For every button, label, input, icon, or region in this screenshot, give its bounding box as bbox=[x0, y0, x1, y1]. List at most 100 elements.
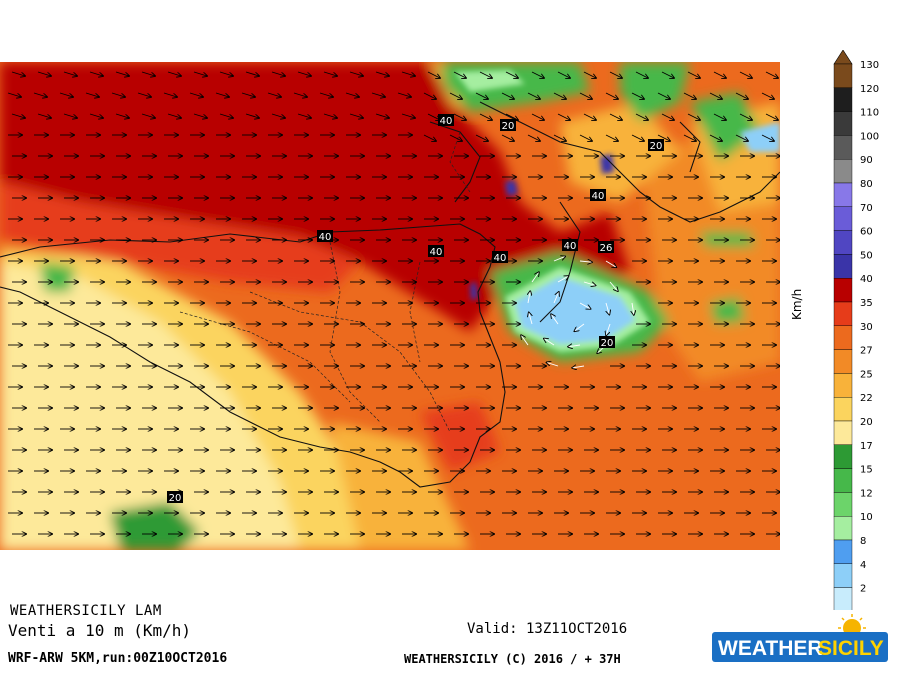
wind-vector-arrow bbox=[85, 92, 99, 97]
wind-vector-arrow bbox=[553, 134, 566, 141]
wind-vector-arrow bbox=[111, 92, 125, 97]
wind-vector-arrow bbox=[631, 134, 644, 141]
wind-vector-arrow bbox=[475, 92, 488, 99]
colorbar-units: Km/h bbox=[790, 288, 804, 320]
wind-vector-arrow bbox=[551, 314, 559, 325]
wind-vector-arrow bbox=[557, 113, 570, 120]
wind-vector-arrow bbox=[683, 134, 696, 141]
colorbar-swatch bbox=[833, 516, 853, 541]
logo-banner bbox=[712, 632, 888, 662]
wind-vector-arrow bbox=[59, 92, 73, 97]
wind-vector-arrow bbox=[661, 113, 674, 120]
wind-vector-arrow bbox=[553, 92, 566, 99]
wind-vector-arrow bbox=[297, 71, 311, 76]
wind-vector-arrow bbox=[11, 113, 25, 118]
wind-vector-arrow bbox=[423, 134, 436, 141]
wind-vector-arrow bbox=[401, 71, 415, 76]
wind-vector-arrow bbox=[401, 113, 415, 118]
colorbar-swatch bbox=[833, 254, 853, 279]
wind-vector-arrow bbox=[761, 92, 774, 99]
wind-vector-arrow bbox=[657, 92, 670, 99]
colorbar-swatch bbox=[833, 420, 853, 445]
wind-vector-arrow bbox=[11, 71, 25, 76]
wind-vector-arrow bbox=[505, 71, 518, 78]
wind-vector-arrow bbox=[323, 113, 337, 118]
contour-label-text: 40 bbox=[592, 191, 605, 202]
wind-vector-arrow bbox=[479, 71, 492, 78]
wind-vector-arrow bbox=[189, 92, 203, 97]
wind-vector-arrow bbox=[423, 92, 436, 99]
wind-vector-arrow bbox=[215, 92, 229, 97]
wind-vector-arrow bbox=[137, 92, 151, 97]
wind-vector-arrow bbox=[475, 134, 488, 141]
wind-vector-arrow bbox=[167, 113, 181, 118]
colorbar-tick-label: 30 bbox=[860, 322, 873, 333]
wind-vector-arrow bbox=[527, 92, 540, 99]
wind-vector-arrow bbox=[583, 113, 596, 120]
wind-vector-arrow bbox=[609, 281, 618, 291]
colorbar-tick-label: 17 bbox=[860, 441, 873, 452]
contour-label: 20 bbox=[167, 491, 183, 504]
colorbar-swatch bbox=[833, 230, 853, 255]
contour-label: 40 bbox=[428, 245, 444, 258]
wind-vector-arrow bbox=[271, 71, 285, 76]
wind-vector-arrow bbox=[141, 113, 155, 118]
colorbar-tick-label: 70 bbox=[860, 203, 873, 214]
wind-vector-arrow bbox=[531, 71, 544, 78]
colorbar: 130 120 110 100 90 80 70 60 50 40 35 30 27 25 22 20 17 15… bbox=[833, 50, 879, 610]
wind-vector-arrow bbox=[579, 134, 592, 141]
contour-label-text: 20 bbox=[601, 338, 614, 349]
wind-map: 40 20 20 40 40 40 40 26 40 20 20 bbox=[0, 62, 780, 550]
contour-label: 40 bbox=[562, 239, 578, 252]
wind-vector-arrow bbox=[345, 92, 359, 97]
colorbar-tick-label: 4 bbox=[860, 560, 866, 571]
wind-vector-arrow bbox=[609, 113, 622, 120]
wind-vector-arrow bbox=[528, 291, 530, 304]
wind-vector-arrow bbox=[606, 302, 609, 315]
contour-label-text: 40 bbox=[319, 232, 332, 243]
colorbar-tick-label: 120 bbox=[860, 84, 879, 95]
wind-vector-arrow bbox=[661, 71, 674, 78]
wind-vector-arrow bbox=[33, 92, 47, 97]
contour-label-text: 40 bbox=[430, 247, 443, 258]
colorbar-tick-label: 2 bbox=[860, 584, 866, 595]
wind-vector-arrow bbox=[323, 71, 337, 76]
colorbar-tick-label: 60 bbox=[860, 227, 873, 238]
wind-vector-arrow bbox=[631, 92, 644, 99]
colorbar-tick-label: 35 bbox=[860, 298, 873, 309]
wind-vector-arrow bbox=[583, 281, 595, 285]
wind-vector-arrow bbox=[709, 92, 722, 99]
wind-vector-arrow bbox=[371, 92, 385, 97]
contour-label: 40 bbox=[317, 230, 333, 243]
wind-vector-arrow bbox=[141, 71, 155, 76]
contour-label-text: 26 bbox=[600, 243, 613, 254]
logo-text-weather: WEATHER bbox=[718, 637, 823, 660]
wind-vector-arrow bbox=[453, 71, 466, 78]
wind-vector-arrow bbox=[245, 71, 259, 76]
wind-vector-arrow bbox=[241, 92, 255, 97]
colorbar-tick-label: 25 bbox=[860, 369, 873, 380]
colorbar-swatch bbox=[833, 111, 853, 136]
colorbar-swatch bbox=[833, 563, 853, 588]
contour-label: 26 bbox=[598, 241, 614, 254]
copyright: WEATHERSICILY (C) 2016 / + 37H bbox=[404, 652, 621, 666]
wind-vector-arrow bbox=[397, 92, 411, 97]
contour-label: 20 bbox=[648, 139, 664, 152]
run-info: WRF-ARW 5KM,run:00Z10OCT2016 bbox=[8, 651, 228, 666]
wind-vector-arrow bbox=[735, 92, 748, 99]
model-name: WEATHERSICILY LAM bbox=[10, 603, 162, 619]
wind-vector-arrow bbox=[709, 134, 722, 141]
wind-vector-arrow bbox=[713, 113, 726, 120]
wind-vector-arrow bbox=[557, 276, 568, 283]
colorbar-tick-label: 8 bbox=[860, 536, 866, 547]
colorbar-swatch bbox=[833, 444, 853, 469]
wind-vector-arrow bbox=[449, 134, 462, 141]
wind-vector-arrow bbox=[219, 113, 233, 118]
colorbar-swatch bbox=[833, 301, 853, 326]
wind-vector-arrow bbox=[687, 71, 700, 78]
wind-vector-arrow bbox=[219, 71, 233, 76]
wind-vector-arrow bbox=[574, 323, 585, 331]
wind-vector-arrow bbox=[89, 71, 103, 76]
wind-vector-arrow bbox=[568, 345, 581, 347]
wind-vector-arrow bbox=[713, 71, 726, 78]
